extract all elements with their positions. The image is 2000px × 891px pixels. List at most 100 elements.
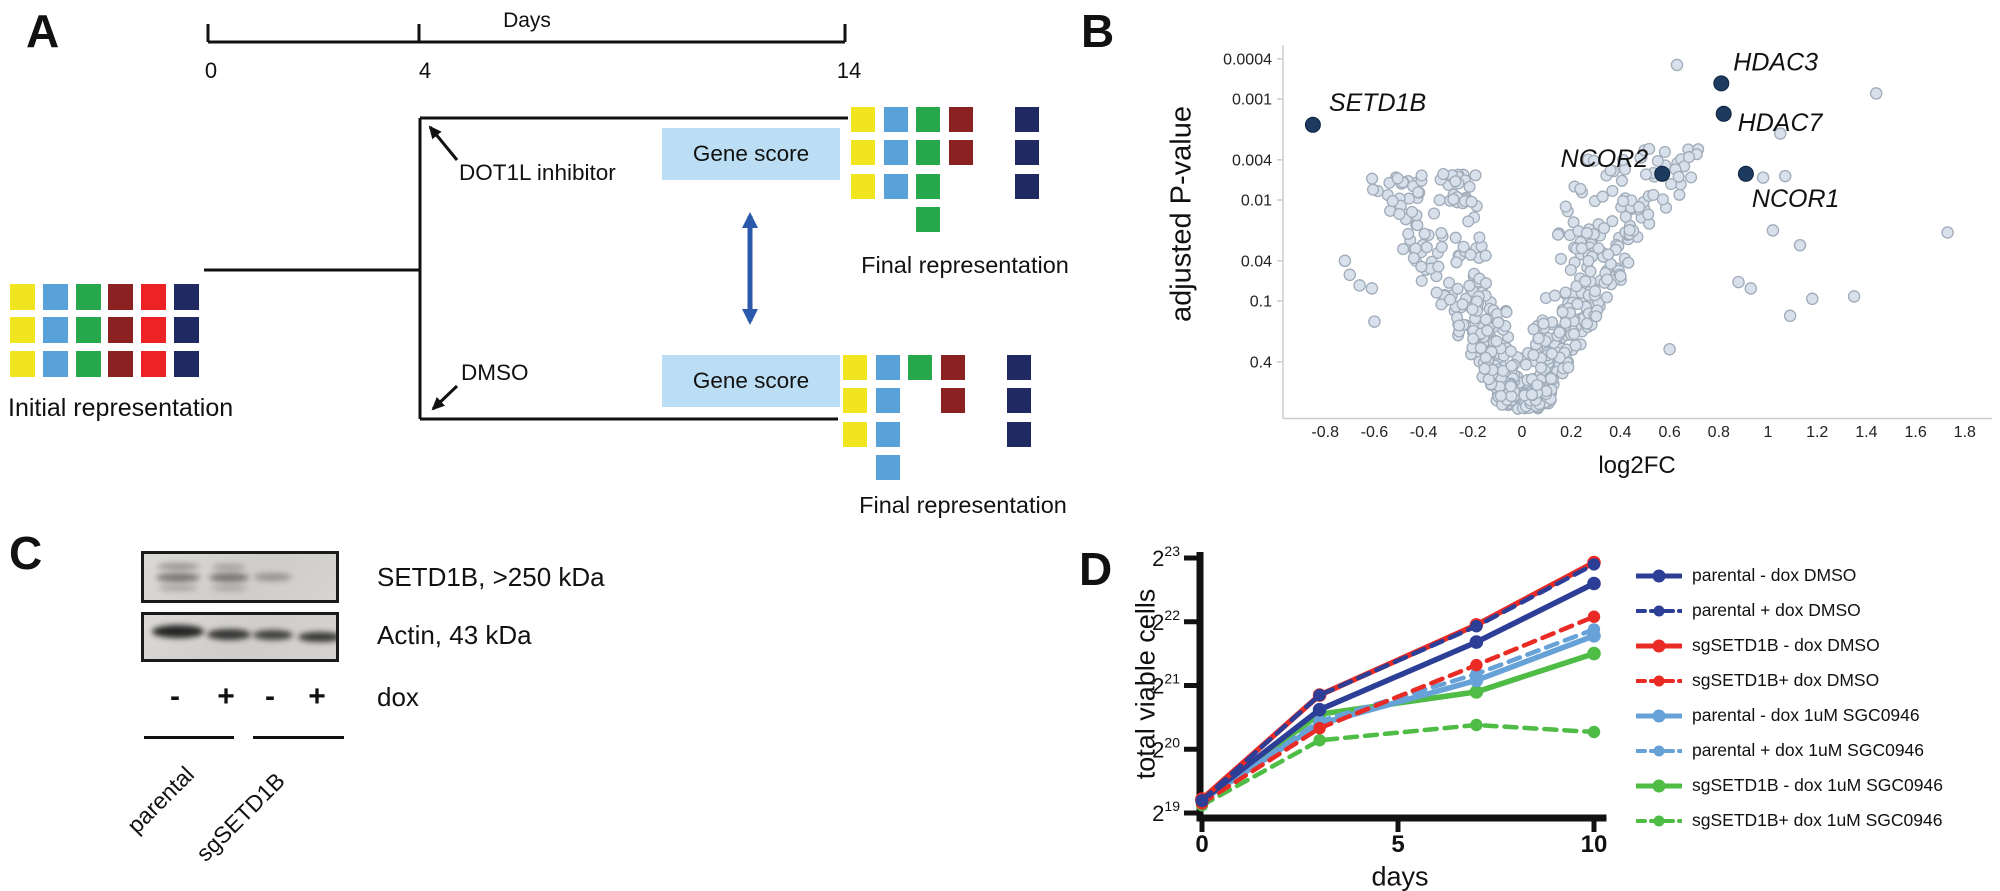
- arm-top-label: DOT1L inhibitor: [459, 160, 616, 185]
- legend-swatch-icon: [1636, 569, 1682, 582]
- legend-swatch-dot: [1653, 745, 1665, 756]
- volcano-point: [1449, 231, 1462, 244]
- sample-square-maroon: [941, 355, 966, 380]
- volcano-x-title: log2FC: [1598, 452, 1676, 479]
- volcano-point: [1463, 180, 1476, 193]
- blot-band: [158, 585, 198, 591]
- sample-square-green: [75, 317, 101, 344]
- volcano-point: [1432, 260, 1445, 273]
- volcano-point: [1642, 208, 1655, 221]
- legend-swatch-dot: [1653, 815, 1665, 826]
- volcano-point: [1450, 256, 1463, 269]
- growth-line: [1199, 562, 1597, 803]
- sample-square-navy: [174, 350, 199, 377]
- growth-marker: [1470, 667, 1483, 681]
- volcano-point: [1504, 380, 1517, 393]
- sample-square-green: [75, 284, 101, 310]
- panel-d-label: D: [1079, 543, 1113, 595]
- dox-symbol-1: -: [170, 680, 180, 713]
- volcano-x-tick-label: -0.2: [1459, 424, 1487, 441]
- volcano-point: [1570, 280, 1583, 293]
- blot-band: [157, 562, 199, 570]
- growth-x-axis: [1196, 814, 1607, 822]
- volcano-x-tick-label: -0.6: [1361, 424, 1389, 441]
- volcano-point: [1505, 359, 1518, 372]
- growth-marker: [1587, 576, 1601, 591]
- volcano-point: [1420, 241, 1433, 254]
- sample-square-blue: [883, 140, 908, 166]
- volcano-point: [1579, 275, 1592, 288]
- sample-square-green: [908, 355, 933, 380]
- sample-square-yellow: [843, 388, 867, 414]
- volcano-point: [1537, 317, 1550, 330]
- sample-square-yellow: [851, 140, 875, 166]
- volcano-point: [1551, 228, 1565, 241]
- volcano-point: [1793, 238, 1807, 252]
- legend-item-label: sgSETD1B+ dox DMSO: [1692, 670, 1880, 690]
- legend-swatch-icon: [1636, 815, 1682, 826]
- volcano-point: [1415, 169, 1428, 182]
- volcano-x-tick-label: 0.8: [1708, 424, 1730, 441]
- panel-b-label: B: [1081, 5, 1115, 57]
- legend-swatch-icon: [1636, 779, 1682, 792]
- sample-square-yellow: [10, 350, 35, 377]
- volcano-x-tick-label: -0.4: [1410, 424, 1438, 441]
- gene-label-hdac7: HDAC7: [1738, 109, 1824, 137]
- gene-label-ncor2: NCOR2: [1561, 145, 1649, 173]
- volcano-point: [1427, 207, 1441, 220]
- volcano-point: [1651, 154, 1664, 168]
- sample-square-green: [916, 107, 941, 132]
- dot1l-arrow: [428, 125, 459, 161]
- volcano-point: [1469, 169, 1482, 182]
- volcano-point: [1397, 243, 1410, 256]
- legend-item-label: parental + dox 1uM SGC0946: [1692, 740, 1925, 760]
- blot-band: [209, 572, 249, 582]
- volcano-point: [1590, 310, 1603, 323]
- growth-x-tick-label: 10: [1581, 831, 1608, 858]
- blot-band: [253, 630, 293, 640]
- sample-square-navy: [1006, 388, 1031, 414]
- growth-y-tick: [1184, 810, 1198, 816]
- volcano-point: [1685, 171, 1698, 184]
- sample-square-maroon: [108, 350, 134, 377]
- sample-square-blue: [875, 421, 900, 447]
- volcano-point: [1449, 175, 1462, 188]
- panel-c-label: C: [9, 527, 43, 579]
- legend-item-label: sgSETD1B - dox 1uM SGC0946: [1692, 775, 1943, 795]
- sample-square-navy: [1014, 107, 1039, 132]
- volcano-point-ncor2: [1654, 165, 1671, 182]
- volcano-point: [1567, 327, 1581, 341]
- volcano-point: [1589, 285, 1602, 298]
- volcano-point: [1545, 347, 1558, 360]
- legend-swatch-dot: [1652, 709, 1666, 722]
- sample-square-blue: [875, 355, 900, 380]
- volcano-point: [1587, 154, 1600, 167]
- volcano-point: [1479, 351, 1492, 364]
- growth-marker: [1470, 718, 1483, 732]
- sample-square-yellow: [843, 355, 867, 380]
- legend-swatch-dot: [1653, 675, 1665, 686]
- volcano-point: [1467, 332, 1480, 345]
- legend-swatch-icon: [1636, 639, 1682, 652]
- volcano-point: [1368, 315, 1381, 328]
- volcano-point: [1580, 226, 1593, 240]
- volcano-point-ncor1: [1737, 165, 1754, 182]
- volcano-point: [1519, 358, 1533, 371]
- volcano-point: [1407, 251, 1420, 265]
- volcano-point: [1580, 317, 1594, 330]
- legend-item-label: parental + dox DMSO: [1692, 600, 1861, 620]
- volcano-point: [1444, 293, 1457, 306]
- growth-marker: [1313, 688, 1326, 702]
- volcano-point: [1532, 332, 1545, 345]
- volcano-point: [1545, 372, 1558, 385]
- sample-square-maroon: [949, 107, 974, 132]
- legend-swatch-icon: [1636, 745, 1682, 756]
- volcano-point: [1559, 286, 1572, 299]
- timeline-tick-4: 4: [418, 58, 432, 83]
- sample-square-yellow: [851, 107, 875, 132]
- blot-band: [298, 632, 336, 642]
- growth-marker: [1469, 635, 1484, 649]
- volcano-point: [1806, 292, 1819, 306]
- volcano-point: [1569, 339, 1582, 352]
- volcano-point: [1430, 286, 1443, 299]
